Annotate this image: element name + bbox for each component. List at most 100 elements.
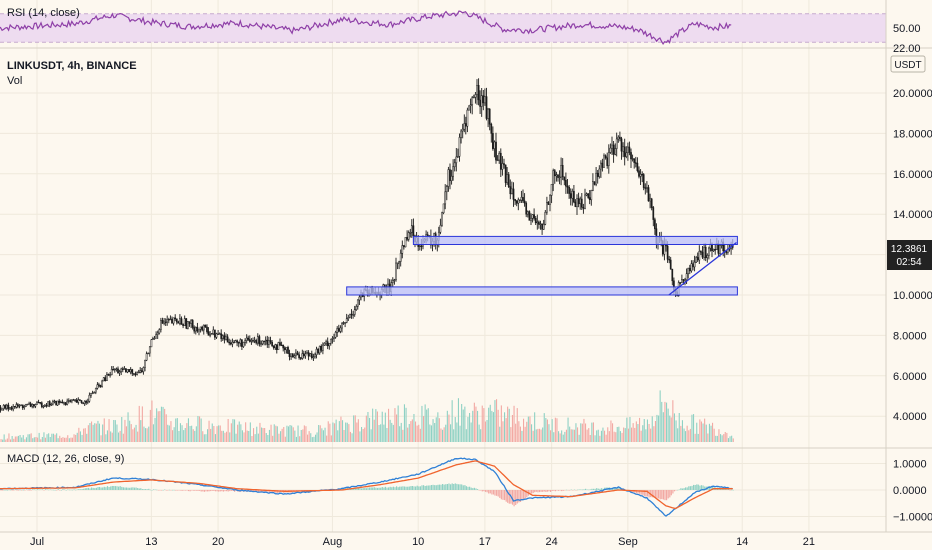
macd-histogram-bar: [440, 484, 442, 490]
volume-bar: [642, 425, 644, 442]
volume-bar: [46, 434, 48, 442]
volume-bar: [721, 435, 723, 442]
candle-body: [131, 369, 134, 374]
volume-bar: [143, 426, 145, 442]
candle-body: [172, 317, 175, 324]
macd-histogram-bar: [213, 490, 215, 491]
candle-body: [464, 123, 467, 127]
macd-histogram-bar: [125, 487, 128, 490]
price-tick-label: 6.0000: [893, 371, 927, 383]
candle-body: [569, 193, 572, 199]
volume-bar: [402, 429, 404, 442]
macd-histogram-bar: [257, 490, 259, 493]
macd-histogram-bar: [49, 489, 51, 490]
volume-bar: [623, 427, 625, 442]
candle-body: [207, 331, 210, 336]
volume-bar: [376, 411, 378, 442]
rsi-price-scale[interactable]: 50.00 22.00: [893, 23, 921, 55]
macd-histogram-bar: [86, 488, 88, 490]
volume-bar: [140, 420, 142, 442]
volume-bar: [508, 408, 510, 442]
volume-bar: [408, 424, 410, 442]
macd-histogram-bar: [381, 487, 383, 490]
candle-body: [337, 328, 340, 332]
candle-body: [74, 399, 76, 402]
macd-histogram-bar: [5, 489, 7, 491]
candle-body: [565, 179, 567, 187]
volume-bar: [343, 430, 345, 442]
macd-histogram-bar: [186, 490, 188, 491]
candle-body: [579, 198, 582, 205]
volume-bar: [661, 401, 663, 442]
candle-body: [296, 352, 299, 356]
macd-histogram-bar: [416, 485, 418, 490]
volume-bar: [656, 414, 658, 442]
volume-bar: [227, 419, 229, 442]
macd-histogram-bar: [380, 487, 382, 490]
volume-bar: [538, 428, 540, 442]
volume-bar: [616, 427, 618, 442]
volume-bar: [202, 431, 204, 442]
volume-bar: [186, 423, 188, 442]
volume-bar: [52, 433, 54, 442]
rsi-band: [0, 13, 886, 43]
candle-body: [630, 152, 632, 160]
volume-bar: [219, 425, 221, 442]
volume-bar: [472, 410, 474, 442]
currency-badge[interactable]: USDT: [890, 55, 926, 73]
candle-body: [236, 340, 238, 343]
volume-bar: [289, 425, 291, 442]
macd-histogram-bar: [357, 487, 359, 490]
macd-histogram-bar: [410, 486, 412, 490]
candle-body: [40, 402, 43, 407]
candle-body: [239, 339, 242, 344]
macd-histogram-bar: [457, 484, 460, 490]
candle-body: [272, 345, 275, 349]
macd-histogram-bar: [456, 483, 458, 490]
macd-histogram-bar: [222, 490, 224, 492]
candle-body: [183, 318, 186, 326]
volume-bar: [351, 433, 353, 442]
macd-histogram-bar: [538, 490, 541, 493]
macd-histogram-bar: [480, 490, 482, 491]
volume-bar: [33, 437, 35, 442]
macd-histogram-bar: [686, 487, 688, 490]
volume-bar: [559, 433, 561, 442]
candle-body: [681, 279, 683, 283]
volume-bar: [483, 408, 485, 442]
macd-histogram-bar: [83, 488, 85, 490]
macd-price-scale[interactable]: 1.0000 0.0000 −1.0000: [893, 459, 932, 524]
candle-body: [514, 199, 516, 202]
candle-body: [261, 340, 264, 344]
candle-body: [69, 400, 72, 402]
candle-body: [495, 141, 497, 161]
volume-bar: [19, 435, 21, 442]
macd-histogram-bar: [658, 490, 660, 499]
volume-bar: [316, 432, 318, 442]
macd-histogram-bar: [461, 484, 463, 490]
macd-histogram-bar: [383, 487, 385, 490]
volume-bar: [207, 429, 209, 442]
candle-body: [158, 329, 161, 334]
volume-bar: [716, 435, 718, 442]
candle-body: [355, 306, 358, 310]
price-tick-label: 14.0000: [893, 209, 932, 221]
macd-histogram-bar: [111, 486, 113, 490]
time-scale[interactable]: Jul 13 20 Aug 10 17 24 Sep 14 21: [30, 536, 815, 548]
volume-bar: [440, 428, 442, 442]
ascending-trendline: [668, 241, 737, 296]
volume-bar: [419, 428, 421, 442]
candle-body: [94, 388, 97, 393]
candle-body: [253, 340, 256, 342]
macd-histogram-bar: [597, 488, 599, 490]
macd-histogram-bar: [502, 490, 504, 500]
volume-bar: [373, 419, 375, 442]
candle-body: [679, 282, 682, 284]
macd-histogram-bar: [469, 486, 471, 490]
main-price-scale[interactable]: 20.000018.000016.000014.000012.000010.00…: [893, 88, 932, 423]
candle-body: [391, 279, 394, 283]
macd-histogram-bar: [208, 490, 210, 492]
candle-body: [410, 225, 413, 233]
volume-bar: [24, 439, 26, 442]
